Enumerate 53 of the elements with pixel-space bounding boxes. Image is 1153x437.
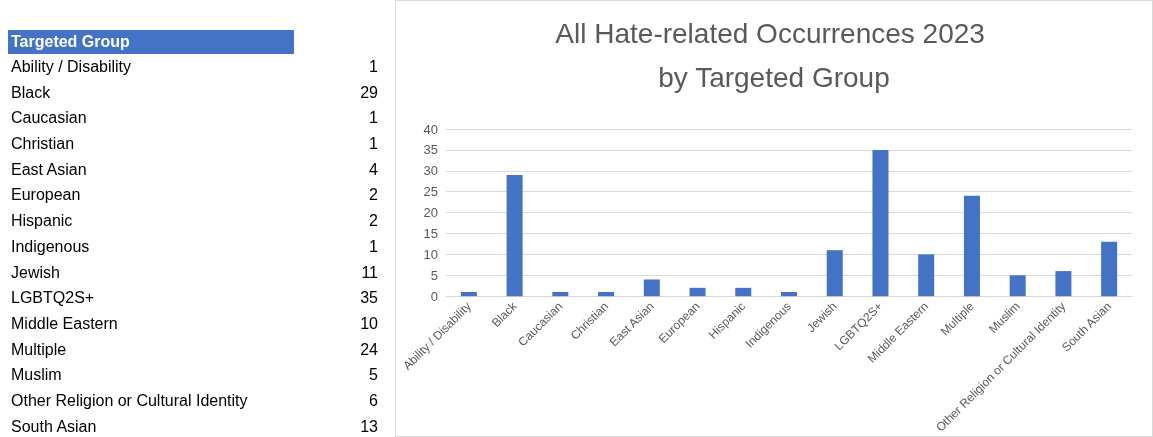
data-label: 24: [360, 339, 378, 360]
category-label: Indigenous: [11, 236, 90, 257]
bar: [872, 149, 889, 297]
bar: [918, 254, 935, 297]
bar: [1055, 271, 1072, 297]
bar: [781, 292, 797, 297]
data-label: 35: [360, 288, 378, 309]
y-tick-label: 10: [423, 246, 438, 262]
bar: [689, 287, 706, 297]
y-tick-label: 20: [423, 205, 438, 221]
category-label: Hispanic: [11, 211, 73, 232]
y-tick-label: 15: [423, 225, 438, 241]
y-tick-label: 5: [430, 267, 438, 283]
category-label: East Asian: [11, 159, 87, 180]
data-label: 29: [360, 82, 378, 103]
data-label: 13: [360, 416, 378, 437]
data-label: 2: [369, 211, 378, 232]
category-label: Other Religion or Cultural Identity: [11, 390, 248, 411]
bar: [643, 279, 660, 297]
data-label: 10: [360, 313, 378, 334]
data-label: 1: [369, 57, 378, 77]
bar: [735, 287, 752, 297]
bar: [1101, 241, 1118, 297]
bar: [826, 250, 843, 297]
category-label: Ability / Disability: [11, 57, 132, 77]
category-label: Caucasian: [11, 108, 87, 129]
y-tick-label: 35: [423, 142, 438, 158]
bar: [460, 292, 477, 297]
category-label: Christian: [11, 134, 75, 155]
category-label: South Asian: [11, 416, 97, 437]
bar: [1009, 275, 1026, 297]
data-label: 5: [369, 365, 378, 386]
category-label: European: [11, 185, 81, 206]
data-label: 2: [369, 185, 378, 206]
data-label: 6: [369, 390, 378, 411]
data-label: 1: [369, 134, 378, 155]
bar: [506, 174, 523, 297]
chart-title: All Hate-related Occurrences 2023 by Targeted Group: [555, 17, 993, 93]
bar: [963, 195, 980, 297]
data-label: 1: [369, 236, 378, 257]
bar: [552, 292, 569, 297]
text: Targeted Group: [8, 30, 294, 54]
y-tick-label: 25: [423, 184, 438, 200]
category-label: Jewish: [11, 262, 60, 283]
data-label: 1: [369, 108, 378, 129]
y-tick-label: 0: [430, 288, 438, 304]
bar: [598, 292, 615, 297]
category-label: Black: [11, 82, 51, 103]
data-label: 4: [369, 159, 378, 180]
data-label: 11: [361, 262, 378, 283]
category-label: Muslim: [11, 365, 62, 386]
y-tick-label: 40: [423, 121, 438, 137]
y-tick-label: 30: [423, 163, 438, 179]
